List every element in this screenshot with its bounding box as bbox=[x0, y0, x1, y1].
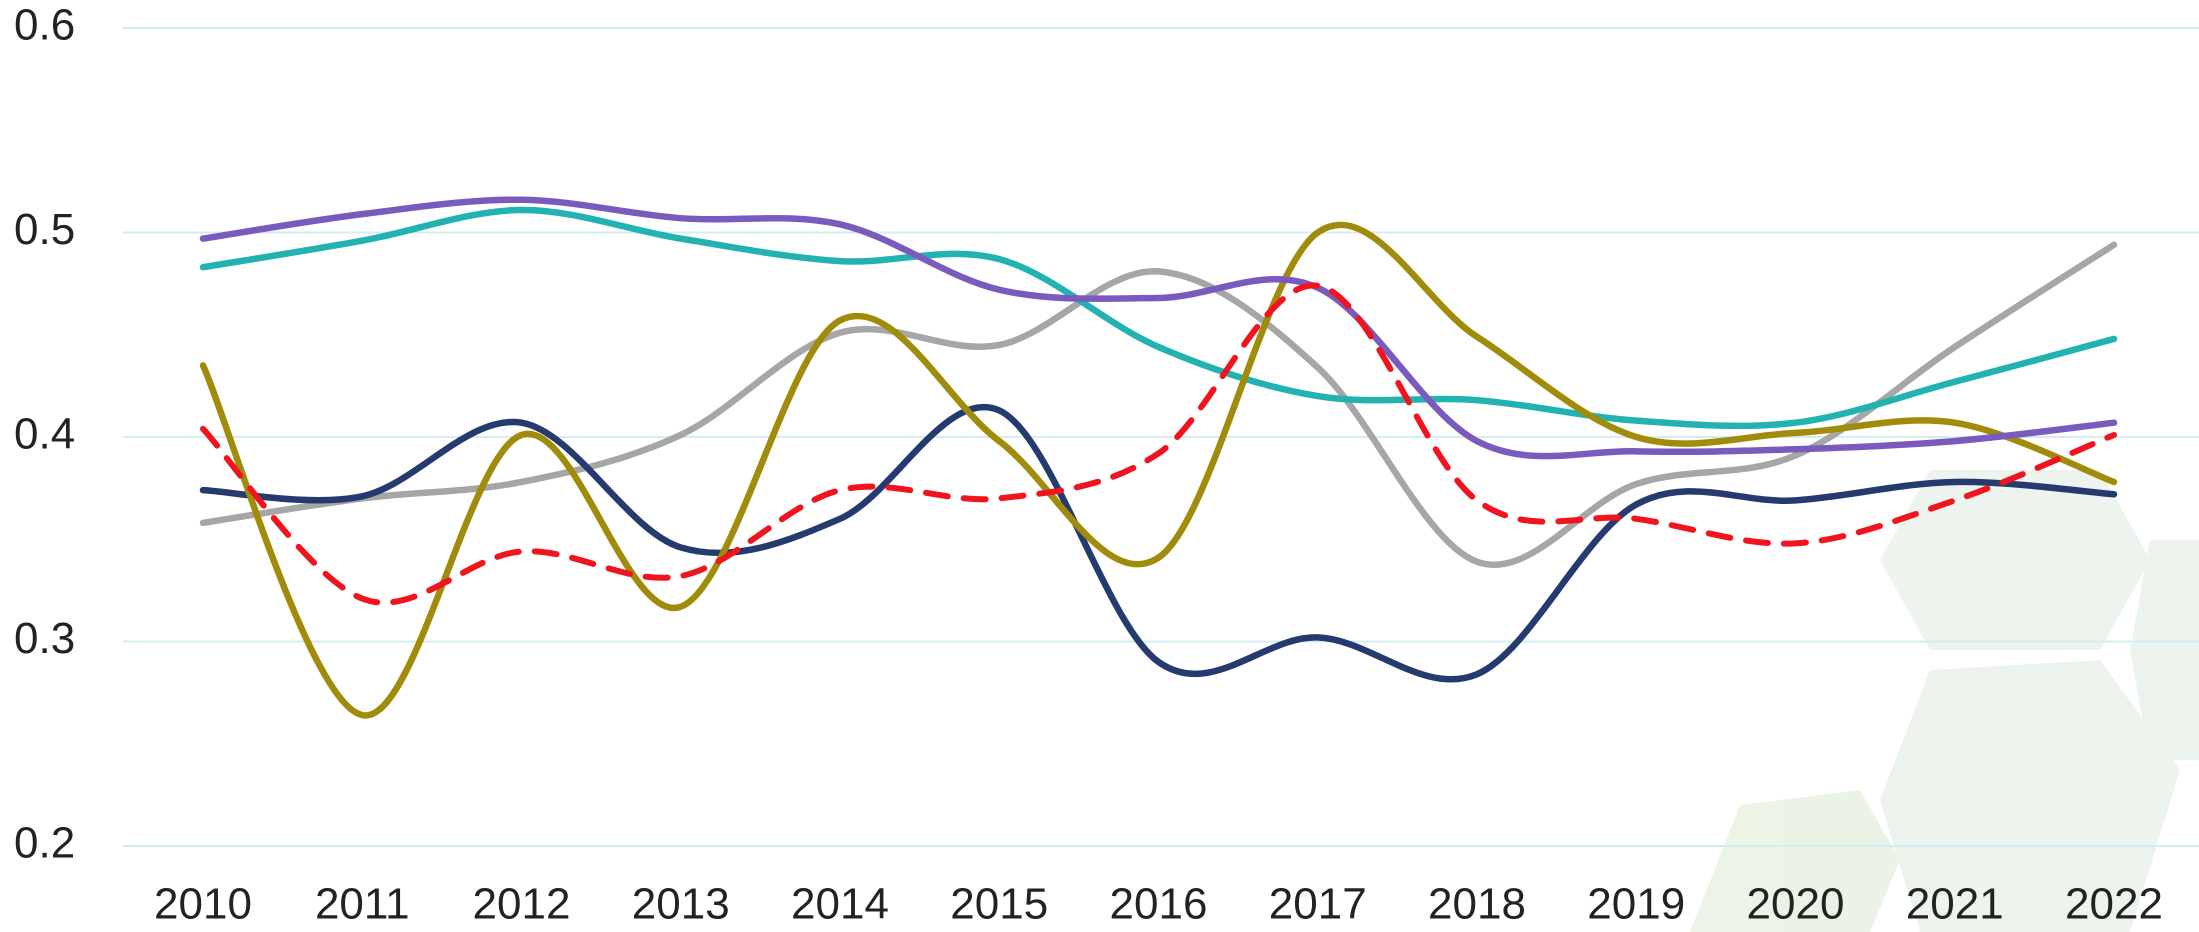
x-tick-label: 2019 bbox=[1587, 880, 1685, 929]
x-tick-label: 2014 bbox=[791, 880, 889, 929]
x-tick-label: 2022 bbox=[2065, 880, 2163, 929]
y-tick-label: 0.3 bbox=[14, 614, 75, 663]
plot: 0.2 0.3 0.4 0.5 0.6 2010 2011 2012 2013 2014 2015 2… bbox=[14, 1, 2199, 929]
background-decoration bbox=[1690, 470, 2199, 932]
series-line bbox=[199, 221, 2118, 719]
y-tick-label: 0.5 bbox=[14, 205, 75, 254]
series-line bbox=[199, 241, 2118, 568]
x-tick-label: 2013 bbox=[632, 880, 730, 929]
x-tick-label: 2015 bbox=[950, 880, 1048, 929]
x-tick-label: 2017 bbox=[1269, 880, 1367, 929]
x-tick-label: 2011 bbox=[315, 880, 410, 929]
x-tick-label: 2020 bbox=[1747, 880, 1845, 929]
x-tick-label: 2016 bbox=[1110, 880, 1208, 929]
y-tick-label: 0.4 bbox=[14, 410, 75, 459]
hexagon bbox=[1880, 470, 2150, 650]
hexagon bbox=[2130, 540, 2199, 760]
series-line bbox=[200, 282, 2117, 606]
x-tick-label: 2010 bbox=[154, 880, 252, 929]
x-tick-label: 2012 bbox=[473, 880, 571, 929]
x-tick-label: 2021 bbox=[1906, 880, 2004, 929]
series-line bbox=[199, 404, 2118, 683]
x-tick-label: 2018 bbox=[1428, 880, 1526, 929]
y-tick-label: 0.2 bbox=[14, 819, 75, 868]
y-tick-label: 0.6 bbox=[14, 1, 75, 50]
series-line bbox=[199, 206, 2118, 430]
hexagon bbox=[1690, 790, 1900, 932]
series-line bbox=[199, 196, 2118, 460]
hexagon bbox=[1880, 660, 2180, 932]
